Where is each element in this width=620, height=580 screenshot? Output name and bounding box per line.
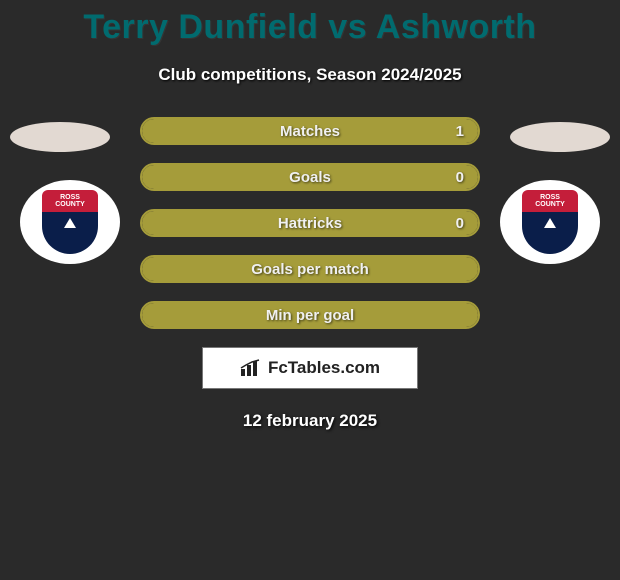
stat-row-goals-per-match: Goals per match <box>140 255 480 283</box>
brand-text: FcTables.com <box>268 358 380 378</box>
subtitle: Club competitions, Season 2024/2025 <box>0 65 620 85</box>
date-text: 12 february 2025 <box>0 411 620 431</box>
stat-value: 0 <box>456 165 464 189</box>
club-crest-left: ROSS COUNTY <box>20 180 120 264</box>
stat-value: 0 <box>456 211 464 235</box>
page-title: Terry Dunfield vs Ashworth <box>0 0 620 47</box>
stat-value: 1 <box>456 119 464 143</box>
stat-label: Matches <box>142 119 478 143</box>
stat-row-min-per-goal: Min per goal <box>140 301 480 329</box>
stat-row-goals: Goals 0 <box>140 163 480 191</box>
crest-text-1: ROSS <box>60 194 80 201</box>
shield-icon: ROSS COUNTY <box>522 190 578 254</box>
shield-icon: ROSS COUNTY <box>42 190 98 254</box>
stat-label: Goals per match <box>142 257 478 281</box>
stat-row-matches: Matches 1 <box>140 117 480 145</box>
stat-row-hattricks: Hattricks 0 <box>140 209 480 237</box>
crest-text-2: COUNTY <box>535 201 565 208</box>
bar-chart-icon <box>240 359 262 377</box>
stat-label: Min per goal <box>142 303 478 327</box>
stats-panel: Matches 1 Goals 0 Hattricks 0 Goals per … <box>140 117 480 329</box>
club-crest-right: ROSS COUNTY <box>500 180 600 264</box>
brand-badge: FcTables.com <box>202 347 418 389</box>
stat-label: Goals <box>142 165 478 189</box>
crest-text-2: COUNTY <box>55 201 85 208</box>
stat-label: Hattricks <box>142 211 478 235</box>
crest-text-1: ROSS <box>540 194 560 201</box>
player-photo-right <box>510 122 610 152</box>
player-photo-left <box>10 122 110 152</box>
